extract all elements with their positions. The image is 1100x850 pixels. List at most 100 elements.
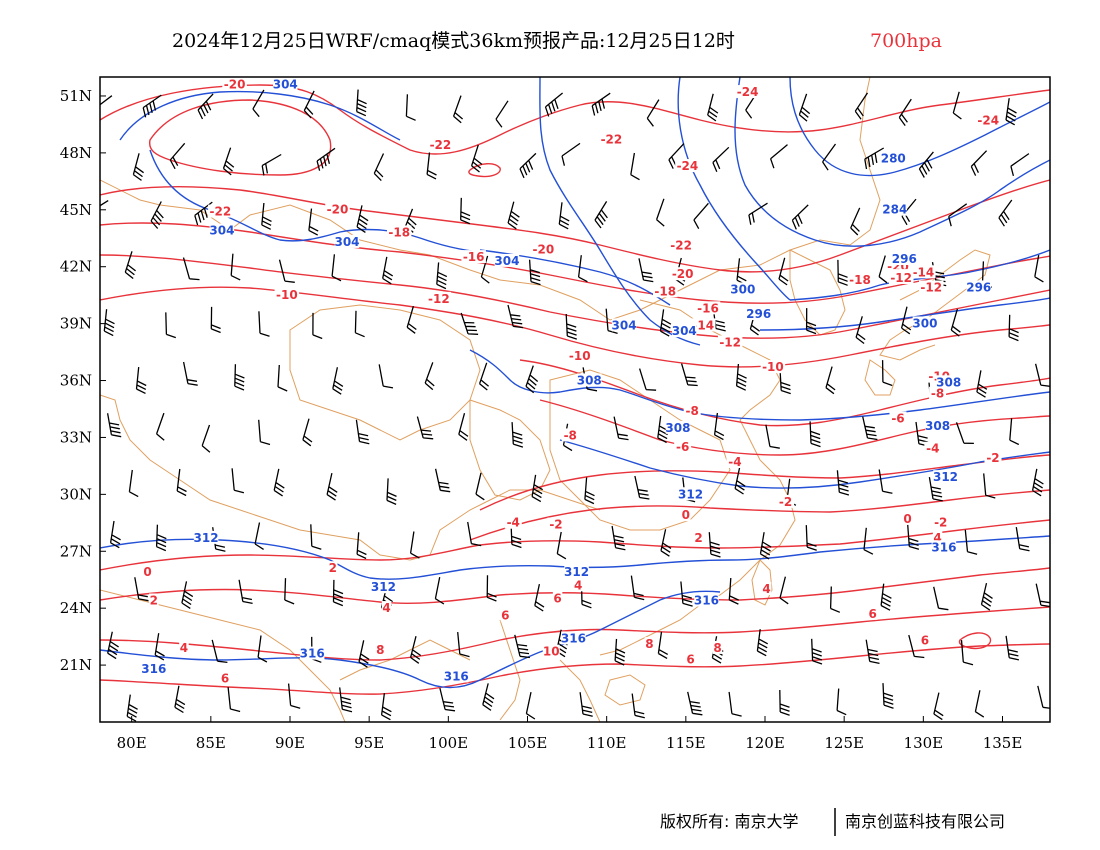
wind-barb (928, 476, 943, 502)
temperature-label: -18 (849, 273, 871, 287)
temperature-label-bg (911, 265, 936, 279)
temperature-label: -4 (728, 455, 741, 469)
wind-barb (728, 691, 742, 717)
wind-barb (765, 424, 780, 449)
bay-of-bengal-line (339, 639, 471, 681)
map-plot-area (100, 77, 1050, 722)
wind-barb (528, 259, 541, 286)
geopotential-label: 308 (577, 373, 602, 387)
temperature-label: -8 (685, 404, 698, 418)
wind-barb (452, 95, 464, 124)
wind-barb (132, 153, 144, 181)
wind-barb (964, 529, 978, 555)
lon-tick-label: 110E (587, 734, 627, 752)
temperature-label-bg (760, 360, 786, 374)
geopotential-label: 312 (194, 531, 219, 545)
temperature-label-bg (675, 159, 700, 173)
wind-barb (646, 99, 660, 127)
wind-barb (960, 640, 974, 666)
lat-tick-label: 36N (60, 372, 92, 390)
wind-barb (657, 415, 669, 444)
temperature-label: -12 (890, 271, 912, 285)
wind-barb (579, 692, 593, 717)
geopotential-label-bg (564, 565, 589, 579)
temperature-label-bg (681, 508, 691, 522)
wind-barb (258, 311, 270, 337)
temperature-label-bg (504, 515, 522, 529)
geopotential-label-bg (933, 470, 958, 484)
temperature-label: -20 (224, 77, 246, 91)
geopotential-label: 296 (746, 307, 771, 321)
wind-barb (312, 312, 323, 340)
wind-barb (234, 364, 245, 391)
temperature-label-bg (726, 455, 744, 468)
temperature-label-bg (889, 411, 907, 425)
wind-barb (103, 309, 115, 337)
geopotential-label: 308 (925, 419, 950, 433)
geopotential-label: 316 (141, 662, 166, 676)
wind-barb (955, 422, 974, 445)
lon-tick-label: 135E (983, 734, 1023, 752)
temperature-label: 2 (150, 593, 158, 607)
credits: 版权所有: 南京大学 南京创蓝科技有限公司 (660, 808, 1005, 836)
wind-barb (480, 255, 490, 284)
lon-tick-label: 85E (196, 734, 226, 752)
temperature-label-bg (567, 348, 592, 362)
central-provinces-outline (549, 369, 731, 531)
temperature-label: 6 (686, 652, 694, 666)
wind-barb (165, 312, 177, 339)
temperature-label-bg (149, 593, 159, 607)
temperature-contour-line (100, 179, 1050, 273)
geopotential-label: 316 (694, 593, 719, 607)
wind-barb (1009, 418, 1020, 446)
wind-barb (316, 147, 336, 171)
credit-copyright-text: 版权所有: 南京大学 (660, 812, 798, 831)
wind-barb (436, 262, 448, 290)
geopotential-label-bg (936, 375, 961, 389)
temperature-label: -18 (654, 284, 676, 298)
geopotential-label: 280 (881, 151, 906, 165)
wind-barb (507, 304, 524, 329)
temperature-label: -6 (891, 411, 904, 425)
temperature-label-bg (325, 202, 350, 216)
temperature-label-bg (932, 530, 943, 544)
lon-tick-label: 100E (429, 734, 469, 752)
lat-tick-label: 48N (60, 144, 92, 162)
geopotential-label: 304 (273, 77, 298, 91)
temperature-label-bg (668, 238, 694, 252)
wind-barb (181, 581, 194, 609)
wind-barb (659, 309, 672, 337)
wind-barb (837, 259, 848, 286)
wind-barb (855, 316, 866, 345)
wind-barb (735, 363, 747, 391)
temperature-label: -22 (670, 239, 692, 253)
wind-barb (409, 531, 420, 559)
lon-tick-label: 130E (904, 734, 944, 752)
wind-barb (1005, 98, 1017, 126)
wind-barb (261, 153, 282, 176)
wind-barb (791, 204, 809, 230)
wind-barb (634, 475, 650, 500)
wind-barb (358, 640, 370, 668)
geopotential-contour-line (559, 439, 1050, 489)
geopotential-contour-line (789, 77, 1050, 177)
geopotential-label-bg (746, 307, 771, 321)
temperature-label-bg (932, 515, 950, 529)
temperature-label: -12 (719, 335, 741, 349)
wind-barb (302, 418, 313, 447)
wind-barb (594, 201, 608, 229)
wind-barb (176, 468, 187, 497)
wind-barb (339, 687, 353, 713)
wind-barb (1015, 526, 1030, 552)
wind-barb (386, 478, 397, 505)
wind-barb (155, 524, 167, 552)
wind-barb (829, 586, 841, 613)
temperature-label: 6 (553, 592, 561, 606)
wind-barb (135, 367, 147, 394)
temperature-label: -20 (672, 267, 694, 281)
geopotential-label-bg (371, 580, 396, 594)
wind-barb (406, 306, 417, 334)
temperature-label: -22 (209, 205, 231, 219)
wind-barb (332, 367, 344, 395)
wind-barb (933, 692, 944, 721)
